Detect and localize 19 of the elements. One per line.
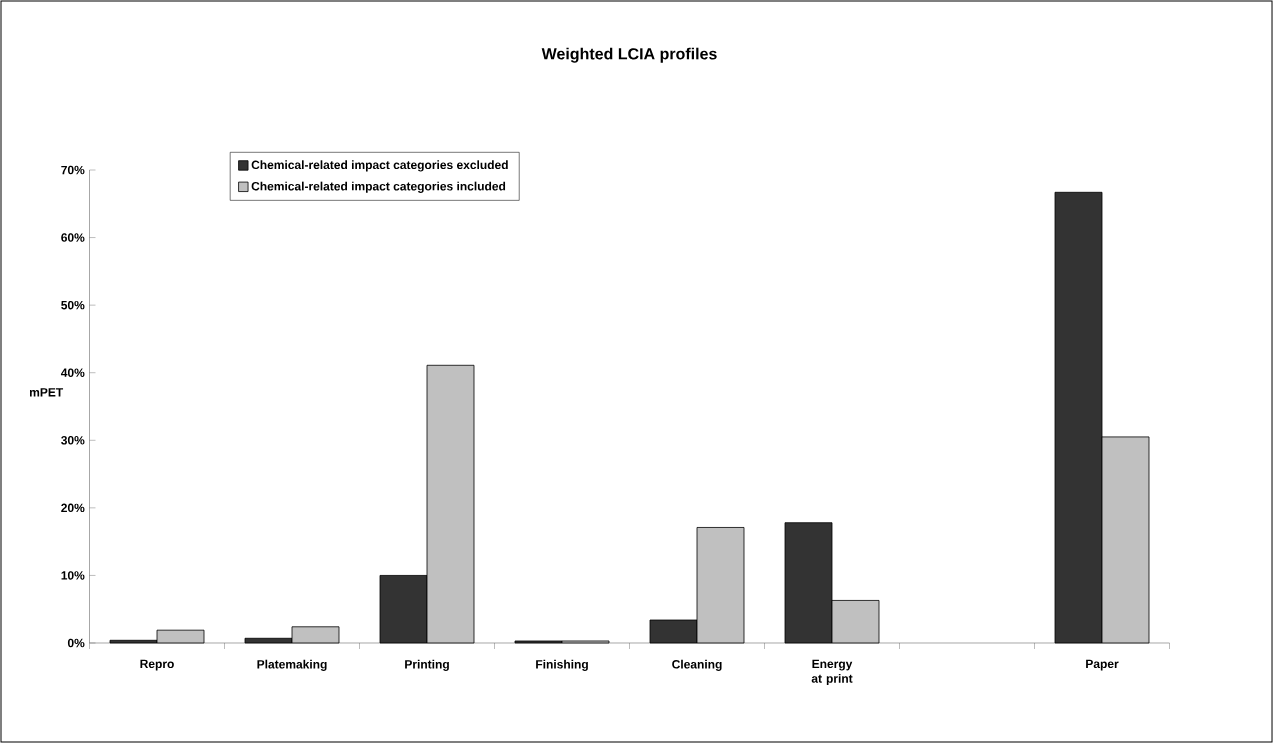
y-tick-label: 30% bbox=[61, 436, 85, 445]
y-axis-title: mPET bbox=[29, 388, 64, 397]
x-tick-label: Energy at print bbox=[811, 659, 853, 686]
x-tick-label: Printing bbox=[405, 659, 449, 671]
chart-title: Weighted LCIA profiles bbox=[541, 47, 717, 63]
y-tick-label: 0% bbox=[67, 638, 85, 648]
y-tick-label: 10% bbox=[61, 571, 85, 580]
y-tick-label: 50% bbox=[61, 300, 85, 310]
x-tick-label: Paper bbox=[1086, 659, 1119, 671]
legend-label: Chemical-related impact categories included bbox=[251, 181, 506, 193]
x-tick-label: Repro bbox=[140, 659, 174, 671]
y-tick-label: 60% bbox=[61, 233, 85, 242]
x-tick-label: Platemaking bbox=[257, 659, 327, 671]
legend-label: Chemical-related impact categories excluded bbox=[251, 160, 508, 172]
y-tick-label: 20% bbox=[61, 503, 85, 513]
y-tick-label: 70% bbox=[61, 165, 85, 175]
x-tick-label: Cleaning bbox=[672, 659, 722, 671]
y-tick-label: 40% bbox=[60, 368, 85, 377]
x-tick-label: Finishing bbox=[536, 659, 588, 671]
